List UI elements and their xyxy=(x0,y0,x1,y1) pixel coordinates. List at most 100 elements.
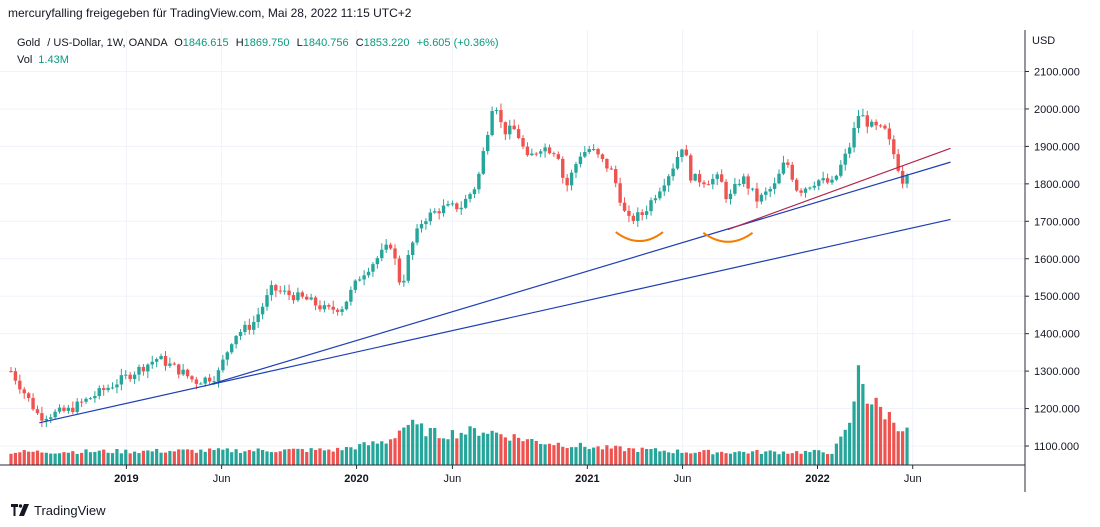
candle-body xyxy=(636,212,640,221)
candle-body xyxy=(150,361,154,365)
candle-body xyxy=(300,292,305,297)
candle xyxy=(53,409,57,420)
candle xyxy=(31,393,35,411)
candle xyxy=(896,149,900,173)
volume-bar xyxy=(569,447,574,465)
candle-body xyxy=(172,363,177,365)
candle xyxy=(384,239,388,253)
volume-bar xyxy=(450,430,454,465)
candle xyxy=(97,385,101,400)
candle-body xyxy=(755,188,759,202)
candle xyxy=(252,315,256,335)
tradingview-brand[interactable]: TradingView xyxy=(10,501,106,519)
candle xyxy=(636,207,640,227)
volume-bar xyxy=(296,448,300,465)
volume-bar xyxy=(208,448,212,465)
candle xyxy=(803,187,808,198)
volume-bar xyxy=(428,427,432,465)
candle xyxy=(583,146,587,159)
candle xyxy=(18,374,22,394)
price-tick-label: 2100.000 xyxy=(1034,67,1080,79)
volume-bar xyxy=(539,444,543,465)
candle-body xyxy=(463,198,468,208)
volume-bar xyxy=(887,412,891,465)
legend-high-label: H xyxy=(235,37,244,49)
volume-bar xyxy=(13,452,18,465)
candle-body xyxy=(26,393,31,398)
volume-bar xyxy=(181,449,185,465)
volume-bar xyxy=(578,442,582,465)
candle xyxy=(358,276,362,282)
volume-bar xyxy=(203,451,207,465)
candle-body xyxy=(362,275,366,280)
candle xyxy=(450,200,455,207)
volume-bar xyxy=(627,447,631,465)
price-tick-label: 1300.000 xyxy=(1034,366,1080,378)
candle-body xyxy=(790,164,794,180)
candle xyxy=(742,173,746,188)
volume-bar xyxy=(592,447,596,465)
symbol-legend[interactable]: Gold / US-Dollar, 1W, OANDA O1846.615 H1… xyxy=(17,35,499,69)
volume-bar xyxy=(75,453,79,465)
annotation-layer[interactable] xyxy=(39,147,951,424)
candle xyxy=(843,148,847,171)
volume-bar xyxy=(856,365,861,465)
candle-body xyxy=(878,125,883,127)
volume-bar xyxy=(234,449,238,465)
candle-body xyxy=(450,203,455,205)
candle xyxy=(658,187,662,201)
volume-bar xyxy=(702,450,706,465)
candle xyxy=(746,173,750,195)
volume-bar xyxy=(177,449,181,465)
volume-bar xyxy=(150,451,154,465)
candle xyxy=(830,175,834,185)
legend-volume-label[interactable]: Vol xyxy=(17,54,33,66)
candle-body xyxy=(534,153,538,155)
volume-bar xyxy=(146,450,150,465)
candle-body xyxy=(733,183,737,194)
candle xyxy=(892,135,896,159)
candle xyxy=(481,147,485,176)
volume-bar xyxy=(168,450,172,465)
volume-bar xyxy=(283,449,287,465)
volume-bar xyxy=(190,449,194,465)
candle-body xyxy=(605,158,609,169)
volume-bar xyxy=(155,448,159,465)
candle xyxy=(649,197,653,216)
price-tick-label: 1100.000 xyxy=(1034,441,1079,453)
legend-price-row: Gold / US-Dollar, 1W, OANDA O1846.615 H1… xyxy=(17,35,499,52)
candle xyxy=(349,286,353,306)
candle-body xyxy=(472,189,477,195)
volume-bar xyxy=(137,453,141,465)
volume-bar xyxy=(199,449,203,465)
volume-bar xyxy=(124,449,128,465)
candle xyxy=(574,161,578,179)
candle xyxy=(375,256,380,269)
candle xyxy=(675,151,680,170)
volume-bar xyxy=(530,438,534,465)
candle xyxy=(786,159,790,168)
volume-bar xyxy=(31,451,35,465)
candle-body xyxy=(185,369,190,377)
candle xyxy=(640,209,644,221)
candle-body xyxy=(887,128,892,140)
candle xyxy=(322,300,327,313)
volume-bar xyxy=(892,422,896,465)
candle xyxy=(750,187,755,192)
candle-body xyxy=(764,191,768,195)
candle xyxy=(618,177,622,207)
candle-body xyxy=(159,356,163,360)
candle-body xyxy=(168,363,172,366)
candle-body xyxy=(702,182,706,185)
candle-body xyxy=(843,153,847,165)
candle xyxy=(309,293,313,301)
legend-low-value: 1840.756 xyxy=(302,37,349,49)
volume-bar xyxy=(517,437,521,465)
candle xyxy=(353,279,357,294)
candle xyxy=(380,243,384,262)
volume-bar xyxy=(490,430,494,465)
volume-bar xyxy=(645,449,649,465)
legend-symbol[interactable]: Gold xyxy=(17,37,41,49)
volume-bar xyxy=(561,446,565,465)
